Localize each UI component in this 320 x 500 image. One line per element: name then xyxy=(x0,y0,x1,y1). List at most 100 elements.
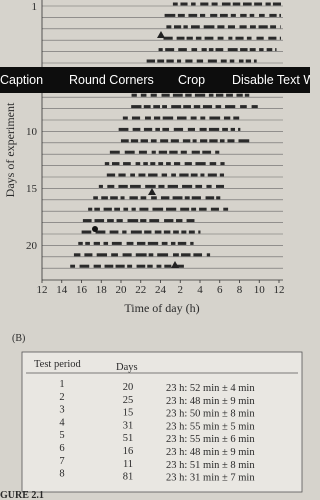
table-header: Test period xyxy=(34,359,82,370)
activity-dash xyxy=(208,127,220,131)
y-tick-label: 20 xyxy=(26,240,38,252)
table-cell: 23 h: 48 min ± 9 min xyxy=(166,447,255,458)
activity-dash xyxy=(70,264,76,268)
toolbar-button[interactable]: Round Corners xyxy=(69,73,154,87)
activity-dash xyxy=(140,139,148,143)
activity-dash xyxy=(101,196,108,200)
table-cell: 31 xyxy=(123,420,134,431)
activity-dash xyxy=(242,2,252,6)
activity-dash xyxy=(163,36,173,40)
activity-dash xyxy=(230,13,236,17)
activity-dash xyxy=(219,173,225,177)
activity-dash xyxy=(202,105,213,109)
activity-dash xyxy=(154,230,162,234)
activity-dash xyxy=(138,173,146,177)
activity-dash xyxy=(200,139,208,143)
activity-dash xyxy=(186,36,193,40)
activity-dash xyxy=(246,36,252,40)
activity-dash xyxy=(158,184,165,188)
activity-dash xyxy=(185,59,193,63)
activity-dash xyxy=(107,219,114,223)
toolbar-button[interactable]: Disable Text W xyxy=(232,73,310,87)
table-cell: 7 xyxy=(59,456,64,467)
activity-dash xyxy=(147,241,159,245)
activity-dash xyxy=(174,25,182,29)
activity-dash xyxy=(193,253,203,257)
activity-dash xyxy=(88,207,93,211)
activity-dash xyxy=(181,230,187,234)
activity-dash xyxy=(268,36,277,40)
activity-dash xyxy=(103,207,112,211)
activity-dash xyxy=(79,264,90,268)
activity-dash xyxy=(196,59,204,63)
activity-dash xyxy=(158,150,168,154)
activity-dash xyxy=(164,219,174,223)
activity-dash xyxy=(210,13,218,17)
activity-dash xyxy=(160,196,170,200)
activity-dash xyxy=(191,48,198,52)
activity-dash xyxy=(191,25,200,29)
activity-dash xyxy=(130,173,135,177)
activity-dash xyxy=(150,93,157,97)
activity-dash xyxy=(181,253,191,257)
x-tick-label: 12 xyxy=(37,284,48,296)
activity-dash xyxy=(185,93,192,97)
activity-dash xyxy=(215,105,222,109)
activity-dash xyxy=(208,93,214,97)
activity-dash xyxy=(210,207,219,211)
activity-dash xyxy=(227,48,238,52)
activity-dash xyxy=(270,25,277,29)
activity-dash xyxy=(279,36,281,40)
activity-dash xyxy=(230,127,236,131)
activity-dash xyxy=(171,173,176,177)
activity-dash xyxy=(195,184,203,188)
activity-dash xyxy=(215,150,220,154)
toolbar-button[interactable]: Crop xyxy=(178,73,206,87)
activity-dash xyxy=(120,196,125,200)
activity-dash xyxy=(190,116,197,120)
x-tick-label: 20 xyxy=(116,284,128,296)
activity-dash xyxy=(238,59,244,63)
panel-label: (B) xyxy=(12,333,25,344)
table-cell: 23 h: 52 min ± 4 min xyxy=(166,383,255,394)
x-tick-label: 2 xyxy=(178,284,184,296)
activity-dash xyxy=(162,105,167,109)
activity-dash xyxy=(136,241,146,245)
activity-dash xyxy=(238,127,241,131)
activity-dash xyxy=(176,264,184,268)
activity-dash xyxy=(200,116,206,120)
table-cell: 23 h: 55 min ± 5 min xyxy=(166,421,255,432)
activity-dash xyxy=(131,207,136,211)
activity-dash xyxy=(180,2,188,6)
activity-dash xyxy=(239,25,247,29)
table-cell: 15 xyxy=(123,408,134,419)
activity-dash xyxy=(176,219,183,223)
activity-dash xyxy=(96,253,108,257)
activity-dash xyxy=(123,207,129,211)
activity-dash xyxy=(166,59,174,63)
activity-dash xyxy=(81,230,92,234)
toolbar-button[interactable]: Caption xyxy=(0,73,44,87)
activity-dash xyxy=(240,13,247,17)
activity-dash xyxy=(177,59,182,63)
activity-dash xyxy=(186,219,195,223)
activity-dash xyxy=(253,59,257,63)
activity-dash xyxy=(170,241,176,245)
activity-dash xyxy=(259,13,265,17)
activity-dash xyxy=(94,219,105,223)
activity-dash xyxy=(182,184,193,188)
activity-dash xyxy=(107,184,115,188)
activity-dash xyxy=(103,241,109,245)
activity-dash xyxy=(136,264,146,268)
activity-dash xyxy=(129,196,138,200)
activity-dash xyxy=(130,230,142,234)
activity-dash xyxy=(140,219,147,223)
activity-dash xyxy=(216,196,221,200)
activity-dash xyxy=(151,150,156,154)
activity-dash xyxy=(157,253,169,257)
x-tick-label: 10 xyxy=(254,284,266,296)
activity-dash xyxy=(140,196,147,200)
table-cell: 23 h: 55 min ± 6 min xyxy=(166,434,255,445)
activity-dash xyxy=(222,127,228,131)
activity-dash xyxy=(180,150,187,154)
